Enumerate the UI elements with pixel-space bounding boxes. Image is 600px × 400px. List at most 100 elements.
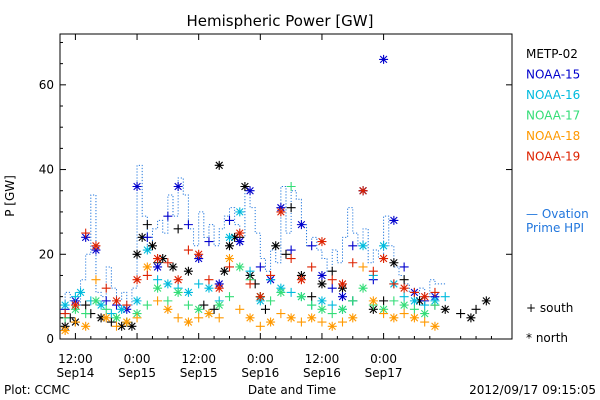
- data-point-noaa-15-12: [183, 220, 193, 230]
- data-point-noaa-17-21: [276, 287, 286, 297]
- data-point-noaa-19-33: [399, 283, 409, 293]
- data-point-noaa-19-8: [142, 270, 152, 280]
- data-point-noaa-19-28: [348, 258, 358, 268]
- data-point-noaa-15-19: [255, 262, 265, 272]
- footer-timestamp: 2012/09/17 09:15:05: [469, 383, 596, 397]
- y-tick-label-0: 0: [46, 332, 54, 346]
- data-point-noaa-18-21: [276, 309, 286, 319]
- x-axis: 12:00Sep140:00Sep1512:00Sep150:00Sep1612…: [56, 34, 492, 380]
- x-tick-label-date-0: Sep14: [56, 366, 94, 380]
- series-noaa-18: [60, 254, 440, 336]
- data-point-noaa-17-17: [235, 262, 245, 272]
- legend: METP-02 NOAA-15 NOAA-16 NOAA-17 NOAA-18 NOAA-…: [526, 47, 580, 164]
- data-point-noaa-19-20: [266, 270, 276, 280]
- data-point-metp-02-42: [379, 296, 389, 306]
- data-point-noaa-19-23: [296, 275, 306, 285]
- x-tick-label-date-5: Sep17: [365, 366, 403, 380]
- data-point-metp-02-30: [260, 304, 270, 314]
- data-point-noaa-15-22: [286, 245, 296, 255]
- data-point-noaa-18-6: [122, 317, 132, 327]
- data-point-noaa-16-1: [70, 292, 80, 302]
- data-point-noaa-17-5: [112, 313, 121, 323]
- data-point-noaa-18-9: [153, 296, 163, 306]
- south-symbol-legend: + south: [526, 301, 573, 315]
- data-point-noaa-18-7: [132, 313, 142, 323]
- y-axis: 0 20 40 60: [39, 41, 512, 346]
- data-point-metp-02-18: [183, 266, 193, 276]
- x-tick-label-date-1: Sep15: [118, 366, 156, 380]
- data-point-noaa-17-36: [430, 300, 440, 310]
- data-point-noaa-19-29: [358, 186, 368, 196]
- data-point-noaa-16-7: [132, 296, 142, 306]
- series-metp-02: [60, 160, 491, 331]
- data-point-noaa-19-18: [245, 279, 255, 289]
- data-point-noaa-16-12: [183, 287, 193, 297]
- data-point-metp-02-15: [158, 254, 168, 264]
- legend-entry-noaa-16: NOAA-16: [526, 88, 580, 102]
- data-point-noaa-16-5: [106, 309, 116, 319]
- data-point-noaa-16-17: [235, 207, 245, 217]
- data-point-noaa-16-31: [379, 241, 389, 251]
- data-point-noaa-16-29: [358, 241, 368, 251]
- data-point-noaa-17-22: [286, 182, 296, 191]
- y-tick-label-3: 60: [39, 78, 54, 92]
- data-point-noaa-17-26: [327, 309, 337, 319]
- data-point-noaa-18-31: [379, 309, 389, 319]
- data-point-noaa-15-7: [132, 182, 142, 191]
- data-point-noaa-19-22: [286, 254, 296, 264]
- data-point-metp-02-13: [147, 241, 157, 251]
- data-point-noaa-19-11: [173, 275, 183, 285]
- data-point-noaa-18-30: [368, 296, 378, 306]
- data-point-metp-02-36: [317, 279, 327, 289]
- data-point-noaa-19-36: [430, 287, 440, 297]
- data-point-noaa-19-2: [81, 228, 91, 238]
- data-point-noaa-18-19: [255, 321, 265, 331]
- data-point-noaa-18-23: [296, 317, 306, 327]
- data-point-noaa-17-25: [317, 304, 327, 314]
- x-tick-label-time-2: 12:00: [181, 352, 216, 366]
- data-point-noaa-19-10: [163, 258, 173, 268]
- data-point-noaa-19-12: [183, 245, 193, 255]
- data-point-noaa-17-24: [307, 300, 317, 310]
- data-point-noaa-19-17: [235, 228, 245, 238]
- data-point-noaa-18-20: [266, 317, 276, 327]
- data-points: [60, 54, 491, 336]
- data-point-noaa-15-23: [296, 220, 306, 230]
- data-point-noaa-18-24: [307, 313, 317, 323]
- data-point-metp-02-10: [132, 249, 142, 259]
- data-point-noaa-18-8: [142, 262, 152, 272]
- legend-entry-metp-02: METP-02: [526, 47, 578, 61]
- data-point-noaa-17-27: [338, 304, 347, 314]
- chart-title: Hemispheric Power [GW]: [187, 12, 374, 30]
- data-point-noaa-17-8: [142, 300, 152, 310]
- data-point-noaa-18-12: [183, 317, 193, 327]
- data-point-noaa-16-0: [60, 300, 70, 310]
- data-point-noaa-17-35: [420, 309, 430, 319]
- data-point-noaa-17-34: [409, 304, 419, 314]
- data-point-noaa-17-2: [81, 309, 91, 319]
- data-point-noaa-19-25: [317, 237, 327, 247]
- data-point-noaa-18-33: [399, 309, 409, 319]
- data-point-metp-02-31: [271, 241, 281, 251]
- data-point-noaa-18-25: [317, 317, 327, 327]
- data-point-noaa-16-33: [399, 292, 409, 302]
- data-point-noaa-17-28: [348, 296, 358, 306]
- data-point-noaa-18-32: [389, 313, 399, 323]
- data-point-noaa-17-16: [225, 292, 234, 302]
- data-point-metp-02-5: [96, 313, 106, 323]
- data-point-noaa-17-9: [153, 283, 163, 293]
- data-point-noaa-15-14: [204, 237, 214, 247]
- data-point-noaa-15-17: [235, 237, 245, 247]
- data-point-noaa-16-4: [96, 300, 106, 310]
- data-point-noaa-19-5: [112, 296, 121, 306]
- data-point-noaa-15-32: [389, 215, 399, 225]
- data-point-noaa-15-11: [173, 182, 183, 191]
- data-point-noaa-16-14: [204, 283, 214, 293]
- data-point-noaa-18-2: [81, 321, 91, 331]
- data-point-noaa-19-3: [91, 241, 101, 251]
- data-point-noaa-19-30: [368, 266, 378, 276]
- data-point-noaa-18-0: [60, 326, 70, 336]
- x-tick-label-time-4: 12:00: [305, 352, 340, 366]
- x-tick-label-date-2: Sep15: [180, 366, 218, 380]
